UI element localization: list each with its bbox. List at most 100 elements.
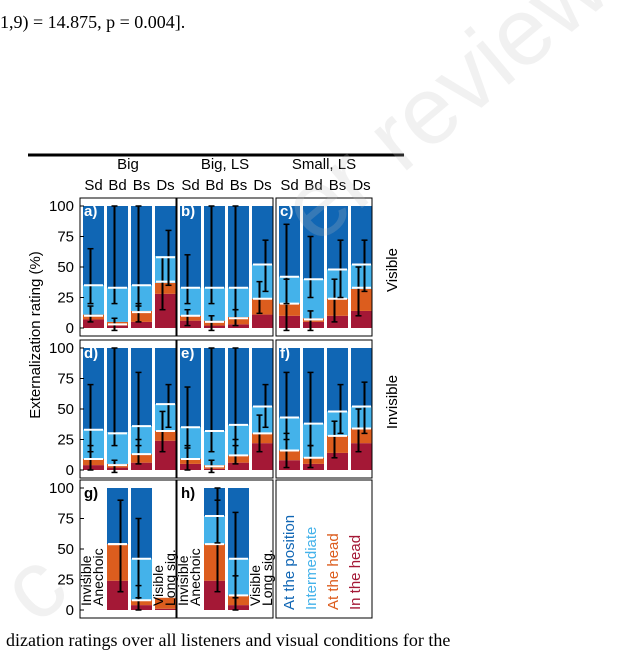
bar-segment [83, 459, 104, 466]
bar-segment [228, 455, 249, 463]
legend-entry: In the head [347, 535, 364, 610]
bar-segment [155, 608, 176, 610]
bar-segment [131, 310, 152, 322]
bar-segment [228, 348, 249, 425]
category-label: Bs [329, 177, 347, 194]
condition-label: Anechoic [187, 548, 203, 606]
bar-segment [131, 488, 152, 559]
bar-segment [327, 298, 348, 316]
bar-segment [155, 440, 176, 470]
panel-frame [275, 197, 373, 337]
panel-frame [176, 339, 274, 479]
bar-segment [351, 428, 372, 444]
bar-segment [303, 279, 324, 319]
bar-segment [279, 303, 300, 316]
bar-segment [131, 348, 152, 427]
bar-segment [303, 206, 324, 280]
condition-label: Visible [247, 565, 263, 606]
category-label: Bd [205, 177, 223, 194]
category-label: Bd [304, 177, 322, 194]
condition-label: Long sig. [259, 549, 275, 606]
body-text-top: 1,9) = 14.875, p = 0.004]. [0, 12, 186, 32]
bar-segment [155, 430, 176, 441]
legend-entry: Intermediate [303, 527, 320, 610]
y-tick-label: 50 [57, 401, 74, 418]
row-label: Visible [384, 248, 401, 292]
bar-segment [228, 488, 249, 559]
bar-segment [180, 463, 201, 470]
bar-segment [351, 206, 372, 265]
bar-segment [327, 435, 348, 453]
category-label: Bs [230, 177, 248, 194]
bar-segment [204, 206, 225, 288]
panel-label: c) [280, 203, 293, 220]
panel-label: d) [84, 345, 98, 362]
y-tick-label: 100 [49, 480, 74, 497]
bar-segment [131, 206, 152, 286]
bar-segment [131, 600, 152, 606]
bar-segment [131, 454, 152, 463]
bar-segment [303, 321, 324, 328]
y-tick-label: 25 [57, 290, 74, 307]
bar-segment [204, 544, 225, 581]
bar-segment [131, 462, 152, 470]
y-tick-label: 100 [49, 198, 74, 215]
bar-segment [131, 321, 152, 328]
bar-segment [83, 348, 104, 430]
bar-segment [131, 558, 152, 601]
bar-segment [252, 298, 273, 315]
y-tick-label: 75 [57, 511, 74, 528]
bar-segment [155, 293, 176, 328]
category-label: Sd [280, 177, 298, 194]
bar-segment [155, 256, 176, 283]
bar-segment [180, 427, 201, 460]
bar-segment [279, 348, 300, 418]
y-tick-label: 0 [66, 320, 74, 337]
bar-segment [327, 411, 348, 436]
bar-segment [228, 595, 249, 606]
bar-segment [180, 459, 201, 464]
y-tick-label: 100 [49, 340, 74, 357]
bar-segment [131, 285, 152, 311]
y-tick-label: 0 [66, 602, 74, 619]
bar-segment [83, 206, 104, 286]
bar-segment [83, 285, 104, 315]
bar-segment [204, 325, 225, 328]
bar-segment [279, 276, 300, 304]
bar-segment [83, 319, 104, 328]
condition-label: Invisible [78, 555, 94, 606]
bar-segment [107, 206, 128, 288]
y-tick-label: 25 [57, 572, 74, 589]
bar-segment [204, 580, 225, 610]
panel-frame [176, 197, 274, 337]
bar-segment [327, 348, 348, 412]
bar-segment [252, 348, 273, 407]
bar-segment [107, 580, 128, 610]
category-label: Bs [133, 177, 151, 194]
bar-segment [279, 315, 300, 328]
bar-segment [204, 430, 225, 466]
bar-segment [252, 206, 273, 265]
bar-segment [252, 406, 273, 434]
bar-segment [83, 314, 104, 320]
category-label: Sd [84, 177, 102, 194]
column-title: Big, LS [201, 156, 249, 173]
bar-segment [279, 450, 300, 461]
bar-segment [155, 597, 176, 609]
panel-frame [275, 339, 373, 479]
condition-label: Invisible [175, 555, 191, 606]
bar-segment [107, 432, 128, 464]
category-label: Ds [156, 177, 174, 194]
bar-segment [303, 457, 324, 464]
bar-segment [228, 558, 249, 596]
bar-segment [351, 406, 372, 429]
bar-segment [204, 320, 225, 326]
y-tick-label: 75 [57, 371, 74, 388]
bar-segment [107, 348, 128, 433]
bar-segment [252, 314, 273, 328]
bar-segment [107, 544, 128, 581]
bar-segment [228, 287, 249, 318]
bar-segment [180, 206, 201, 288]
bar-segment [204, 516, 225, 545]
